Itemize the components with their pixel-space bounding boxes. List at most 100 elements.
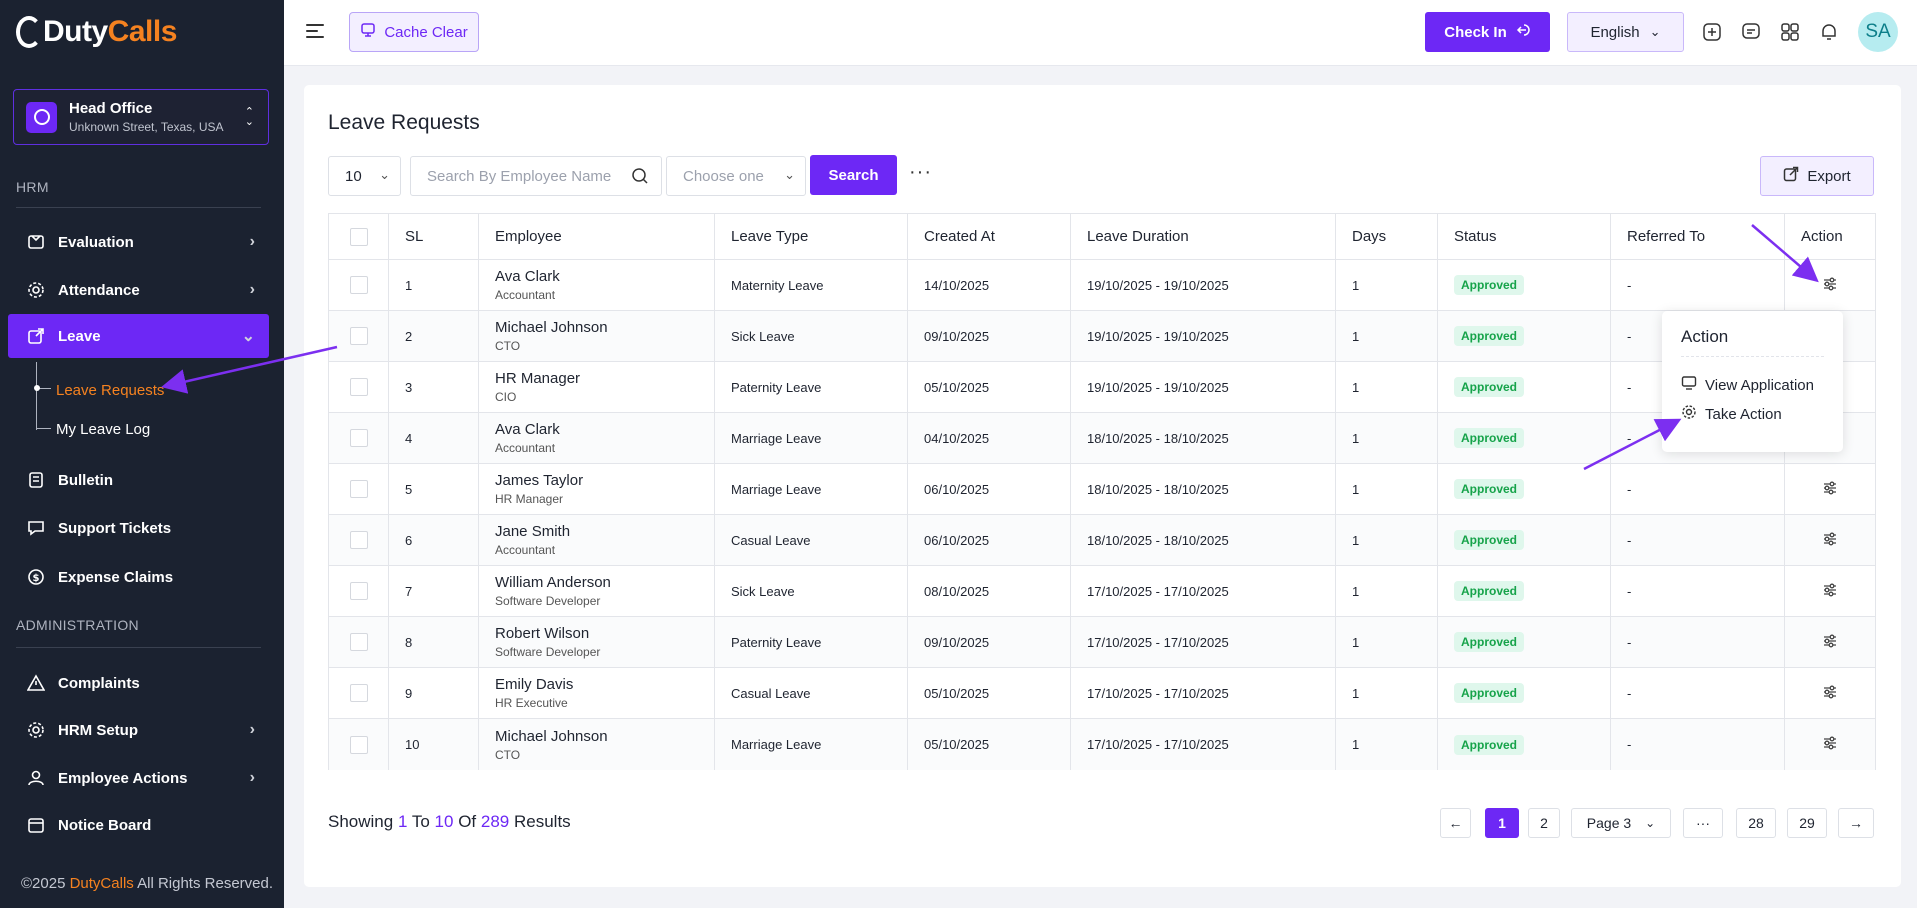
- status-cell: Approved: [1438, 668, 1611, 718]
- sidebar-item-hrm-setup[interactable]: HRM Setup ›: [8, 708, 269, 752]
- more-options-icon[interactable]: ···: [909, 161, 932, 183]
- row-select-cell: [329, 260, 389, 310]
- chevron-right-icon: ›: [249, 281, 255, 298]
- page-button-2[interactable]: 2: [1528, 808, 1560, 838]
- status-cell: Approved: [1438, 719, 1611, 770]
- search-input[interactable]: Search By Employee Name: [410, 156, 662, 196]
- user-icon: [26, 768, 46, 788]
- per-page-select[interactable]: 10 ⌄: [328, 156, 401, 196]
- table-row: 10 Michael Johnson CTO Marriage Leave 05/10/…: [329, 719, 1875, 770]
- sliders-icon[interactable]: [1822, 582, 1838, 601]
- sliders-icon[interactable]: [1822, 276, 1838, 295]
- sidebar-item-expense-claims[interactable]: $ Expense Claims: [8, 555, 269, 599]
- sidebar-item-bulletin[interactable]: Bulletin: [8, 458, 269, 502]
- row-select-cell: [329, 617, 389, 667]
- row-checkbox[interactable]: [349, 582, 368, 600]
- sidebar-item-label: Attendance: [58, 281, 140, 299]
- column-header[interactable]: Created At: [908, 214, 1071, 259]
- action-cell: [1785, 719, 1875, 770]
- leave-duration-cell: 19/10/2025 - 19/10/2025: [1071, 362, 1336, 412]
- days-cell: 1: [1336, 668, 1438, 718]
- monitor-icon: [1681, 375, 1697, 395]
- sidebar-item-label: Employee Actions: [58, 769, 188, 787]
- prev-page-button[interactable]: ←: [1440, 808, 1471, 838]
- row-checkbox[interactable]: [349, 327, 368, 345]
- days-cell: 1: [1336, 311, 1438, 361]
- action-cell: [1785, 668, 1875, 718]
- row-checkbox[interactable]: [349, 633, 368, 651]
- next-page-button[interactable]: →: [1838, 808, 1874, 838]
- row-checkbox[interactable]: [349, 480, 368, 498]
- check-in-button[interactable]: Check In: [1425, 12, 1550, 52]
- employee-cell: Jane Smith Accountant: [479, 515, 715, 565]
- page-button-28[interactable]: 28: [1736, 808, 1776, 838]
- take-action-menu-item[interactable]: Take Action: [1681, 404, 1782, 424]
- row-checkbox[interactable]: [349, 684, 368, 702]
- page-button-29[interactable]: 29: [1787, 808, 1827, 838]
- status-cell: Approved: [1438, 617, 1611, 667]
- sliders-icon[interactable]: [1822, 531, 1838, 550]
- filter-select[interactable]: Choose one ⌄: [666, 156, 806, 196]
- sliders-icon[interactable]: [1822, 633, 1838, 652]
- menu-toggle-icon[interactable]: [306, 24, 324, 38]
- chat-bubble-icon[interactable]: [1741, 22, 1761, 42]
- status-cell: Approved: [1438, 464, 1611, 514]
- sl-cell: 5: [389, 464, 479, 514]
- row-checkbox[interactable]: [349, 429, 368, 447]
- row-checkbox[interactable]: [349, 276, 368, 294]
- column-header[interactable]: Employee: [479, 214, 715, 259]
- sidebar-subitem-my-leave-log[interactable]: My Leave Log: [56, 421, 151, 438]
- sliders-icon[interactable]: [1822, 684, 1838, 703]
- section-heading-hrm: HRM: [16, 179, 49, 195]
- user-avatar[interactable]: SA: [1858, 12, 1898, 52]
- apps-grid-icon[interactable]: [1780, 22, 1800, 42]
- leave-type-cell: Marriage Leave: [715, 719, 908, 770]
- column-header[interactable]: Leave Type: [715, 214, 908, 259]
- sidebar-item-notice-board[interactable]: Notice Board: [8, 803, 269, 847]
- add-square-icon[interactable]: [1702, 22, 1722, 42]
- cache-clear-button[interactable]: Cache Clear: [349, 12, 479, 52]
- column-header[interactable]: Days: [1336, 214, 1438, 259]
- sidebar-item-leave[interactable]: Leave ⌄: [8, 314, 269, 358]
- gear-icon: [26, 280, 46, 300]
- table-row: 7 William Anderson Software Developer Sick …: [329, 566, 1875, 617]
- app-logo[interactable]: Duty Calls: [16, 12, 177, 52]
- column-header[interactable]: Referred To: [1611, 214, 1785, 259]
- action-cell: [1785, 566, 1875, 616]
- referred-to-cell: -: [1611, 719, 1785, 770]
- sliders-icon[interactable]: [1822, 735, 1838, 754]
- branch-selector[interactable]: Head Office Unknown Street, Texas, USA ⌃…: [13, 89, 269, 145]
- sidebar-item-support-tickets[interactable]: Support Tickets: [8, 506, 269, 550]
- sliders-icon[interactable]: [1822, 480, 1838, 499]
- column-header[interactable]: Leave Duration: [1071, 214, 1336, 259]
- view-application-menu-item[interactable]: View Application: [1681, 375, 1814, 395]
- leave-duration-cell: 18/10/2025 - 18/10/2025: [1071, 413, 1336, 463]
- logo-text-duty: Duty: [43, 15, 108, 48]
- ellipsis-button[interactable]: ···: [1683, 808, 1723, 838]
- page-select[interactable]: Page 3 ⌄: [1571, 808, 1671, 838]
- column-header[interactable]: Status: [1438, 214, 1611, 259]
- export-button[interactable]: Export: [1760, 156, 1874, 196]
- sidebar-subitem-leave-requests[interactable]: Leave Requests: [56, 382, 165, 399]
- search-button[interactable]: Search: [810, 155, 897, 195]
- days-cell: 1: [1336, 464, 1438, 514]
- page-button-1[interactable]: 1: [1485, 808, 1519, 838]
- dropdown-title: Action: [1681, 327, 1729, 346]
- row-checkbox[interactable]: [349, 531, 368, 549]
- sidebar-item-evaluation[interactable]: Evaluation ›: [8, 220, 269, 264]
- select-all-checkbox[interactable]: [349, 227, 368, 246]
- submenu-tree-lines: [34, 362, 54, 430]
- employee-cell: Emily Davis HR Executive: [479, 668, 715, 718]
- row-select-cell: [329, 464, 389, 514]
- sidebar-item-attendance[interactable]: Attendance ›: [8, 268, 269, 312]
- sidebar-item-employee-actions[interactable]: Employee Actions ›: [8, 756, 269, 800]
- search-placeholder: Search By Employee Name: [427, 167, 612, 185]
- language-selector[interactable]: English ⌄: [1567, 12, 1684, 52]
- bell-icon[interactable]: [1819, 22, 1839, 42]
- sidebar-item-label: Notice Board: [58, 816, 152, 834]
- row-checkbox[interactable]: [349, 735, 368, 754]
- sidebar-item-complaints[interactable]: Complaints: [8, 661, 269, 705]
- column-header[interactable]: SL: [389, 214, 479, 259]
- created-at-cell: 06/10/2025: [908, 464, 1071, 514]
- row-checkbox[interactable]: [349, 378, 368, 396]
